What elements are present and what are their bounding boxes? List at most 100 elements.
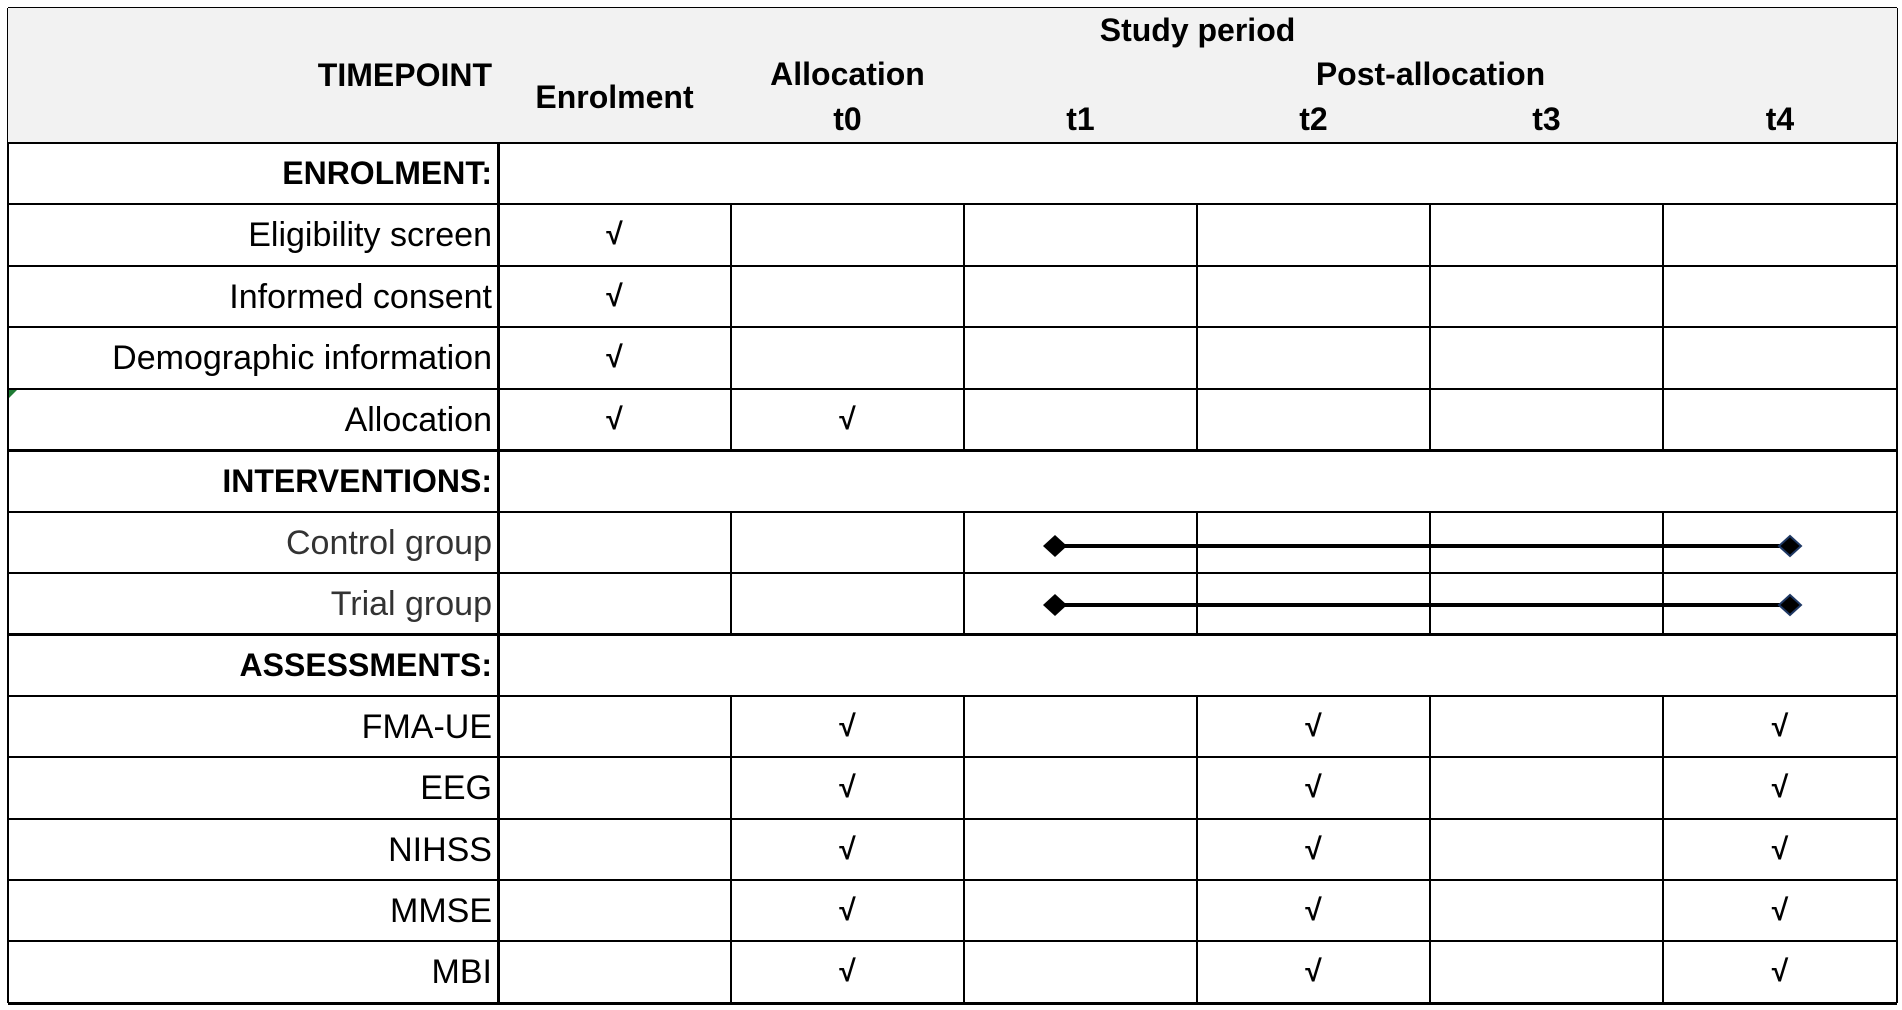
check-mark bbox=[1197, 204, 1430, 266]
grid-line bbox=[8, 633, 1897, 636]
check-mark bbox=[964, 757, 1197, 819]
grid-line bbox=[1429, 941, 1431, 1003]
grid-line bbox=[1662, 573, 1664, 634]
grid-line bbox=[8, 1002, 1897, 1005]
grid-line bbox=[8, 511, 1897, 513]
grid-line bbox=[497, 8, 500, 1003]
grid-line bbox=[8, 818, 1897, 820]
grid-line bbox=[1662, 941, 1664, 1003]
grid-line bbox=[1429, 327, 1431, 389]
grid-line bbox=[1196, 696, 1198, 757]
check-mark: √ bbox=[1771, 893, 1789, 927]
grid-line bbox=[730, 266, 732, 327]
grid-line bbox=[963, 757, 965, 819]
check-mark bbox=[1430, 819, 1663, 880]
grid-line bbox=[1662, 757, 1664, 819]
grid-line bbox=[1196, 512, 1198, 573]
check-mark: √ bbox=[839, 709, 856, 743]
grid-line bbox=[1662, 512, 1664, 573]
row-label-consent: Informed consent bbox=[229, 277, 492, 316]
grid-line bbox=[963, 819, 965, 880]
grid-line bbox=[730, 204, 732, 266]
grid-line bbox=[1429, 757, 1431, 819]
check-mark bbox=[1430, 327, 1663, 389]
grid-line bbox=[8, 695, 1897, 697]
check-mark: √ bbox=[1305, 771, 1322, 804]
header-enrolment: Enrolment bbox=[498, 52, 731, 142]
header-timepoint-label: t1 bbox=[964, 96, 1197, 142]
check-mark: √ bbox=[1305, 709, 1322, 743]
grid-line bbox=[1662, 204, 1664, 266]
grid-line bbox=[730, 327, 732, 389]
grid-line bbox=[1429, 512, 1431, 573]
grid-line bbox=[1429, 880, 1431, 941]
diamond-start-icon bbox=[1043, 594, 1067, 616]
grid-line bbox=[730, 757, 732, 819]
grid-line bbox=[1429, 204, 1431, 266]
row-label-mbi: MBI bbox=[431, 953, 492, 991]
row-label-control: Control group bbox=[285, 523, 492, 562]
check-mark bbox=[964, 204, 1197, 266]
row-label-eeg: EEG bbox=[420, 769, 492, 807]
check-mark bbox=[1197, 327, 1430, 389]
check-mark bbox=[498, 880, 731, 941]
grid-line bbox=[1662, 819, 1664, 880]
check-mark bbox=[964, 819, 1197, 880]
header-timepoint: TIMEPOINT bbox=[8, 8, 498, 142]
row-label-demographic: Demographic information bbox=[112, 339, 492, 377]
grid-line bbox=[1429, 389, 1431, 450]
check-mark: √ bbox=[1771, 709, 1789, 743]
grid-line bbox=[8, 449, 1897, 452]
grid-line bbox=[1196, 204, 1198, 266]
check-mark: √ bbox=[1771, 771, 1789, 804]
grid-line bbox=[8, 879, 1897, 881]
check-mark bbox=[964, 389, 1197, 450]
check-mark bbox=[1663, 327, 1897, 389]
check-mark bbox=[1430, 266, 1663, 327]
check-mark: √ bbox=[839, 893, 856, 927]
row-label-nihss: NIHSS bbox=[388, 830, 492, 869]
grid-line bbox=[963, 941, 965, 1003]
check-mark: √ bbox=[1305, 893, 1322, 927]
diamond-end-icon bbox=[1777, 534, 1803, 558]
row-label-trial: Trial group bbox=[330, 584, 492, 623]
grid-line bbox=[730, 696, 732, 757]
check-mark: √ bbox=[606, 341, 623, 374]
check-mark bbox=[1430, 941, 1663, 1003]
grid-line bbox=[730, 512, 732, 573]
grid-line bbox=[1196, 573, 1198, 634]
check-mark: √ bbox=[839, 771, 856, 804]
check-mark bbox=[964, 266, 1197, 327]
grid-line bbox=[8, 265, 1897, 267]
grid-line bbox=[8, 141, 1897, 144]
grid-line bbox=[8, 388, 1897, 390]
check-mark bbox=[1663, 389, 1897, 450]
header-timepoint-label: t0 bbox=[731, 96, 964, 142]
grid-line bbox=[730, 573, 732, 634]
grid-line bbox=[963, 512, 965, 573]
check-mark: √ bbox=[1305, 832, 1322, 866]
check-mark bbox=[1430, 757, 1663, 819]
check-mark bbox=[731, 327, 964, 389]
check-mark bbox=[964, 696, 1197, 757]
check-mark bbox=[964, 941, 1197, 1003]
grid-line bbox=[1196, 819, 1198, 880]
header-post-allocation: Post-allocation bbox=[964, 52, 1897, 96]
section-assessments: ASSESSMENTS: bbox=[239, 647, 492, 683]
grid-line bbox=[7, 8, 9, 1003]
check-mark bbox=[1430, 696, 1663, 757]
grid-line bbox=[1196, 327, 1198, 389]
row-label-eligibility: Eligibility screen bbox=[248, 216, 492, 254]
grid-line bbox=[730, 819, 732, 880]
header-timepoint-label: t3 bbox=[1430, 96, 1663, 142]
grid-line bbox=[1196, 880, 1198, 941]
check-mark bbox=[964, 880, 1197, 941]
check-mark bbox=[731, 266, 964, 327]
grid-line bbox=[1662, 327, 1664, 389]
grid-line bbox=[1429, 696, 1431, 757]
check-mark bbox=[498, 819, 731, 880]
grid-line bbox=[1196, 757, 1198, 819]
check-mark bbox=[498, 941, 731, 1003]
grid-line bbox=[1896, 8, 1898, 1003]
check-mark bbox=[498, 696, 731, 757]
